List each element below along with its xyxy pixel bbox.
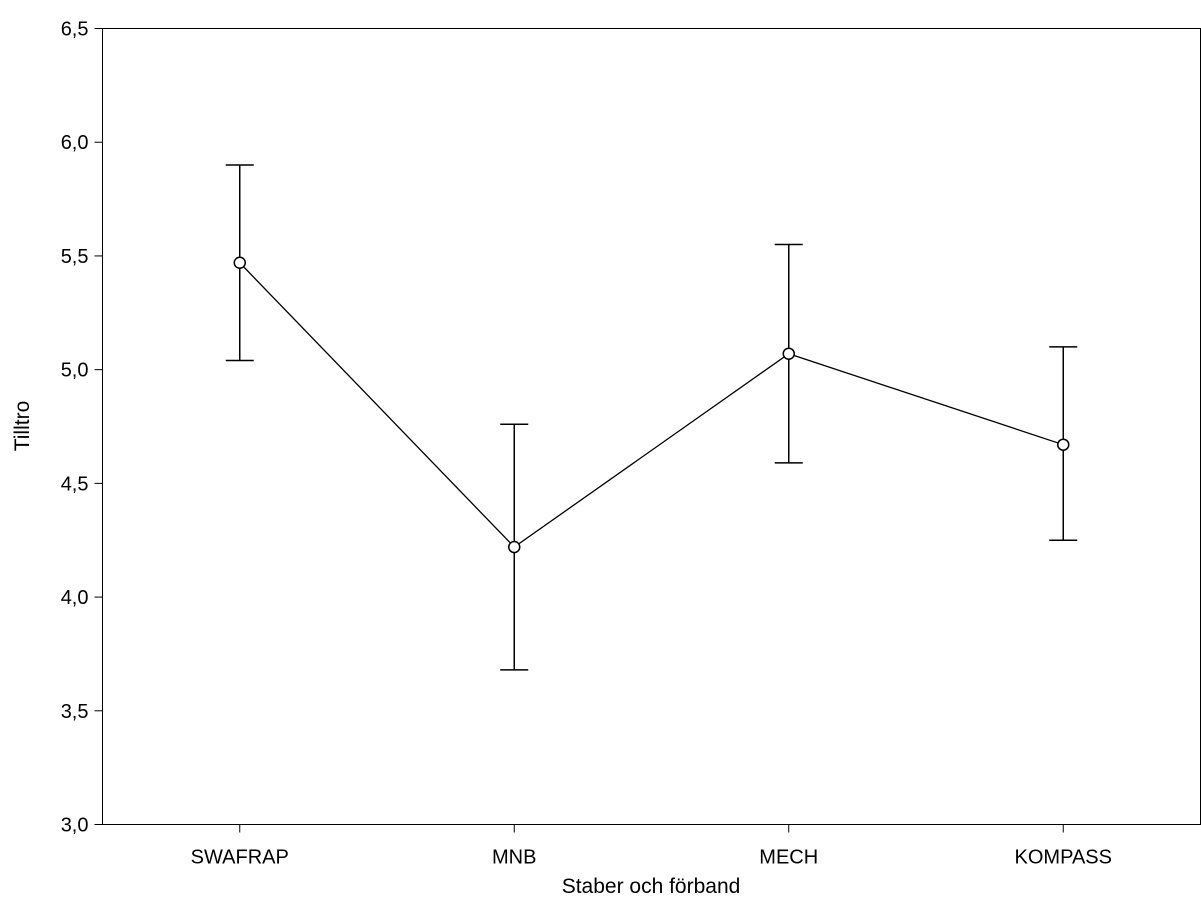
y-tick-label: 6,0 [61,132,89,154]
x-axis-title: Staber och förband [562,875,741,898]
x-tick-label: KOMPASS [1015,847,1112,869]
y-tick-label: 4,0 [61,587,89,609]
x-tick-label: MNB [492,847,536,869]
y-tick-label: 4,5 [61,473,89,495]
y-tick-label: 5,0 [61,360,89,382]
y-tick-label: 3,5 [61,701,89,723]
y-axis-ticks: 3,0 3,5 4,0 4,5 5,0 5,5 6,0 6,5 [61,19,103,837]
plot-frame [102,28,1201,825]
x-axis-ticks: SWAFRAP MNB MECH KOMPASS [191,824,1112,869]
data-point [508,540,521,554]
y-tick-label: 6,5 [61,19,89,41]
y-tick-label: 3,0 [61,815,89,837]
series-group [225,164,1078,671]
data-point [233,256,246,270]
series-line [239,262,1064,548]
y-tick-label: 5,5 [61,246,89,268]
x-tick-label: SWAFRAP [191,847,289,869]
data-point [1057,438,1070,451]
data-point [782,347,795,360]
x-tick-label: MECH [759,847,818,869]
y-axis-title: Tilltro [11,401,34,452]
